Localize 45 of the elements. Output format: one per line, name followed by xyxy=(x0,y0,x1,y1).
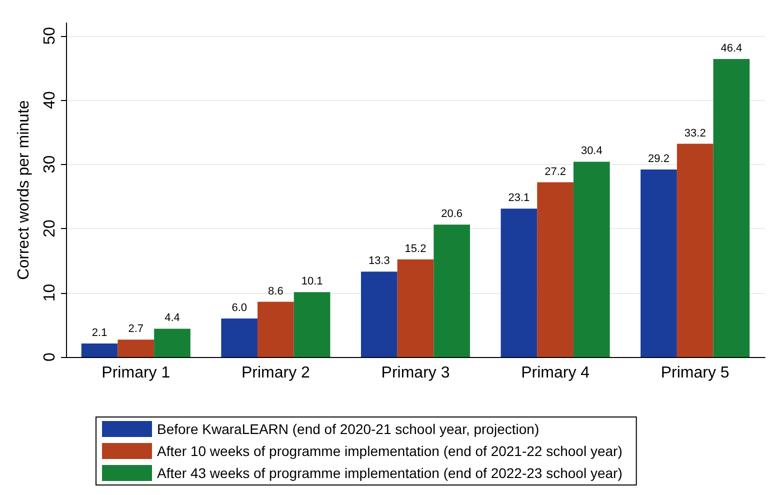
bar xyxy=(434,224,470,357)
legend-label: After 10 weeks of programme implementation (end of 2021-22 school year) xyxy=(157,443,622,459)
bar xyxy=(294,292,330,357)
data-label: 27.2 xyxy=(544,166,566,178)
bar xyxy=(154,328,190,357)
bar xyxy=(118,340,154,357)
y-tick-label: 50 xyxy=(42,26,58,45)
x-tick-label: Primary 3 xyxy=(381,364,450,382)
data-label: 2.1 xyxy=(92,327,108,340)
data-label: 4.4 xyxy=(164,312,180,324)
legend-label: After 43 weeks of programme implementation (end of 2022-23 school year) xyxy=(157,465,622,481)
data-label: 15.2 xyxy=(404,242,426,255)
data-label: 30.4 xyxy=(580,145,602,158)
x-tick-label: Primary 2 xyxy=(241,364,310,382)
data-label: 33.2 xyxy=(684,127,706,140)
data-label: 6.0 xyxy=(232,302,247,314)
x-tick-label: Primary 1 xyxy=(102,364,170,382)
bar xyxy=(258,302,294,357)
bar xyxy=(676,144,714,357)
x-tick-label: Primary 4 xyxy=(521,364,590,382)
y-tick-label: 0 xyxy=(42,352,58,362)
y-axis-title: Correct words per minute xyxy=(16,100,32,280)
bar xyxy=(573,162,610,357)
bar xyxy=(640,169,677,357)
data-label: 46.4 xyxy=(720,42,742,54)
bar xyxy=(713,58,750,357)
data-label: 29.2 xyxy=(648,152,670,165)
y-tick-label: 10 xyxy=(42,284,58,302)
bar xyxy=(500,208,538,357)
bar xyxy=(221,318,258,357)
y-tick-label: 20 xyxy=(42,220,58,238)
data-label: 8.6 xyxy=(268,285,284,298)
data-label: 10.1 xyxy=(301,276,323,288)
legend-label: Before KwaraLEARN (end of 2020-21 school year, projection) xyxy=(157,421,540,437)
y-tick-label: 30 xyxy=(42,155,58,174)
data-label: 2.7 xyxy=(128,323,144,336)
bar xyxy=(81,344,118,357)
bar xyxy=(360,272,398,357)
data-label: 13.3 xyxy=(368,255,390,268)
bar xyxy=(397,259,434,357)
y-tick-label: 40 xyxy=(42,91,58,109)
data-label: 23.1 xyxy=(508,192,530,204)
x-tick-label: Primary 5 xyxy=(660,364,730,382)
bar xyxy=(537,182,574,357)
data-label: 20.6 xyxy=(441,208,463,220)
